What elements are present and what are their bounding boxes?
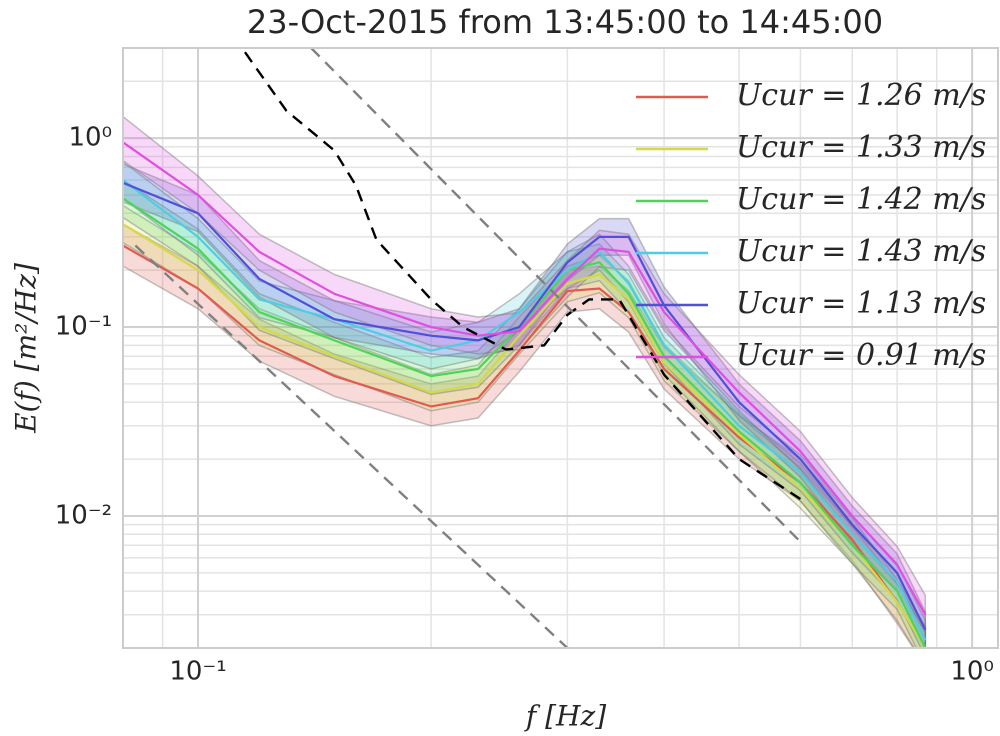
confidence-band <box>123 160 927 648</box>
legend: Ucur = 1.26 m/s Ucur = 1.33 m/s Ucur = 1.4… <box>636 78 986 373</box>
y-tick-label: 10⁻² <box>55 500 112 530</box>
confidence-band <box>123 163 927 648</box>
reference-line <box>244 51 802 500</box>
legend-label: Ucur = 1.13 m/s <box>736 286 986 321</box>
y-tick-label: 10⁰ <box>68 123 112 153</box>
reference-line <box>310 48 802 543</box>
series-line <box>123 197 927 648</box>
legend-label: Ucur = 0.91 m/s <box>736 338 986 373</box>
series-line <box>123 181 927 631</box>
legend-label: Ucur = 1.26 m/s <box>736 78 986 113</box>
y-axis-label: E(f) [m²/Hz] <box>10 263 43 434</box>
x-axis-label: f [Hz] <box>524 700 606 733</box>
confidence-band <box>123 223 927 648</box>
x-tick-label: 10⁰ <box>950 657 994 687</box>
series-line <box>123 179 927 641</box>
series-line <box>123 244 927 648</box>
plot-frame <box>122 47 999 649</box>
y-tick-label: 10⁻¹ <box>55 312 112 342</box>
series-line <box>123 223 927 648</box>
series-line <box>123 141 927 616</box>
plot-marks <box>123 48 927 648</box>
legend-label: Ucur = 1.43 m/s <box>736 234 986 269</box>
legend-label: Ucur = 1.33 m/s <box>736 130 986 165</box>
confidence-band <box>123 204 927 648</box>
chart-title: 23-Oct-2015 from 13:45:00 to 14:45:00 <box>247 3 883 41</box>
legend-label: Ucur = 1.42 m/s <box>736 182 986 217</box>
x-tick-label: 10⁻¹ <box>169 657 226 687</box>
